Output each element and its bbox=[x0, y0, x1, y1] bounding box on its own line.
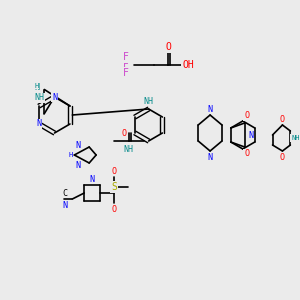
Text: O: O bbox=[166, 42, 171, 52]
Text: N: N bbox=[208, 152, 213, 161]
Text: N: N bbox=[76, 160, 81, 169]
Text: H: H bbox=[68, 152, 73, 158]
Text: N: N bbox=[62, 200, 67, 209]
Text: O: O bbox=[280, 152, 285, 161]
Text: O: O bbox=[112, 167, 116, 176]
Text: S: S bbox=[111, 182, 117, 192]
Text: O: O bbox=[112, 205, 116, 214]
Text: N: N bbox=[90, 175, 95, 184]
Text: N: N bbox=[248, 130, 253, 140]
Text: O: O bbox=[280, 115, 285, 124]
Text: N: N bbox=[208, 104, 213, 113]
Text: H: H bbox=[34, 82, 39, 88]
Text: NH: NH bbox=[34, 94, 44, 103]
Text: F: F bbox=[123, 52, 129, 62]
Text: NH: NH bbox=[291, 135, 300, 141]
Text: OH: OH bbox=[182, 60, 194, 70]
Text: O: O bbox=[244, 149, 249, 158]
Text: N: N bbox=[37, 119, 42, 128]
Text: N: N bbox=[76, 140, 81, 149]
Text: NH: NH bbox=[144, 97, 154, 106]
Text: N: N bbox=[52, 92, 57, 101]
Text: NH: NH bbox=[124, 145, 134, 154]
Text: F: F bbox=[123, 68, 129, 78]
Text: F: F bbox=[123, 60, 129, 70]
Text: O: O bbox=[244, 112, 249, 121]
Text: O: O bbox=[122, 128, 126, 137]
Text: N: N bbox=[34, 83, 39, 92]
Text: C: C bbox=[62, 188, 67, 197]
